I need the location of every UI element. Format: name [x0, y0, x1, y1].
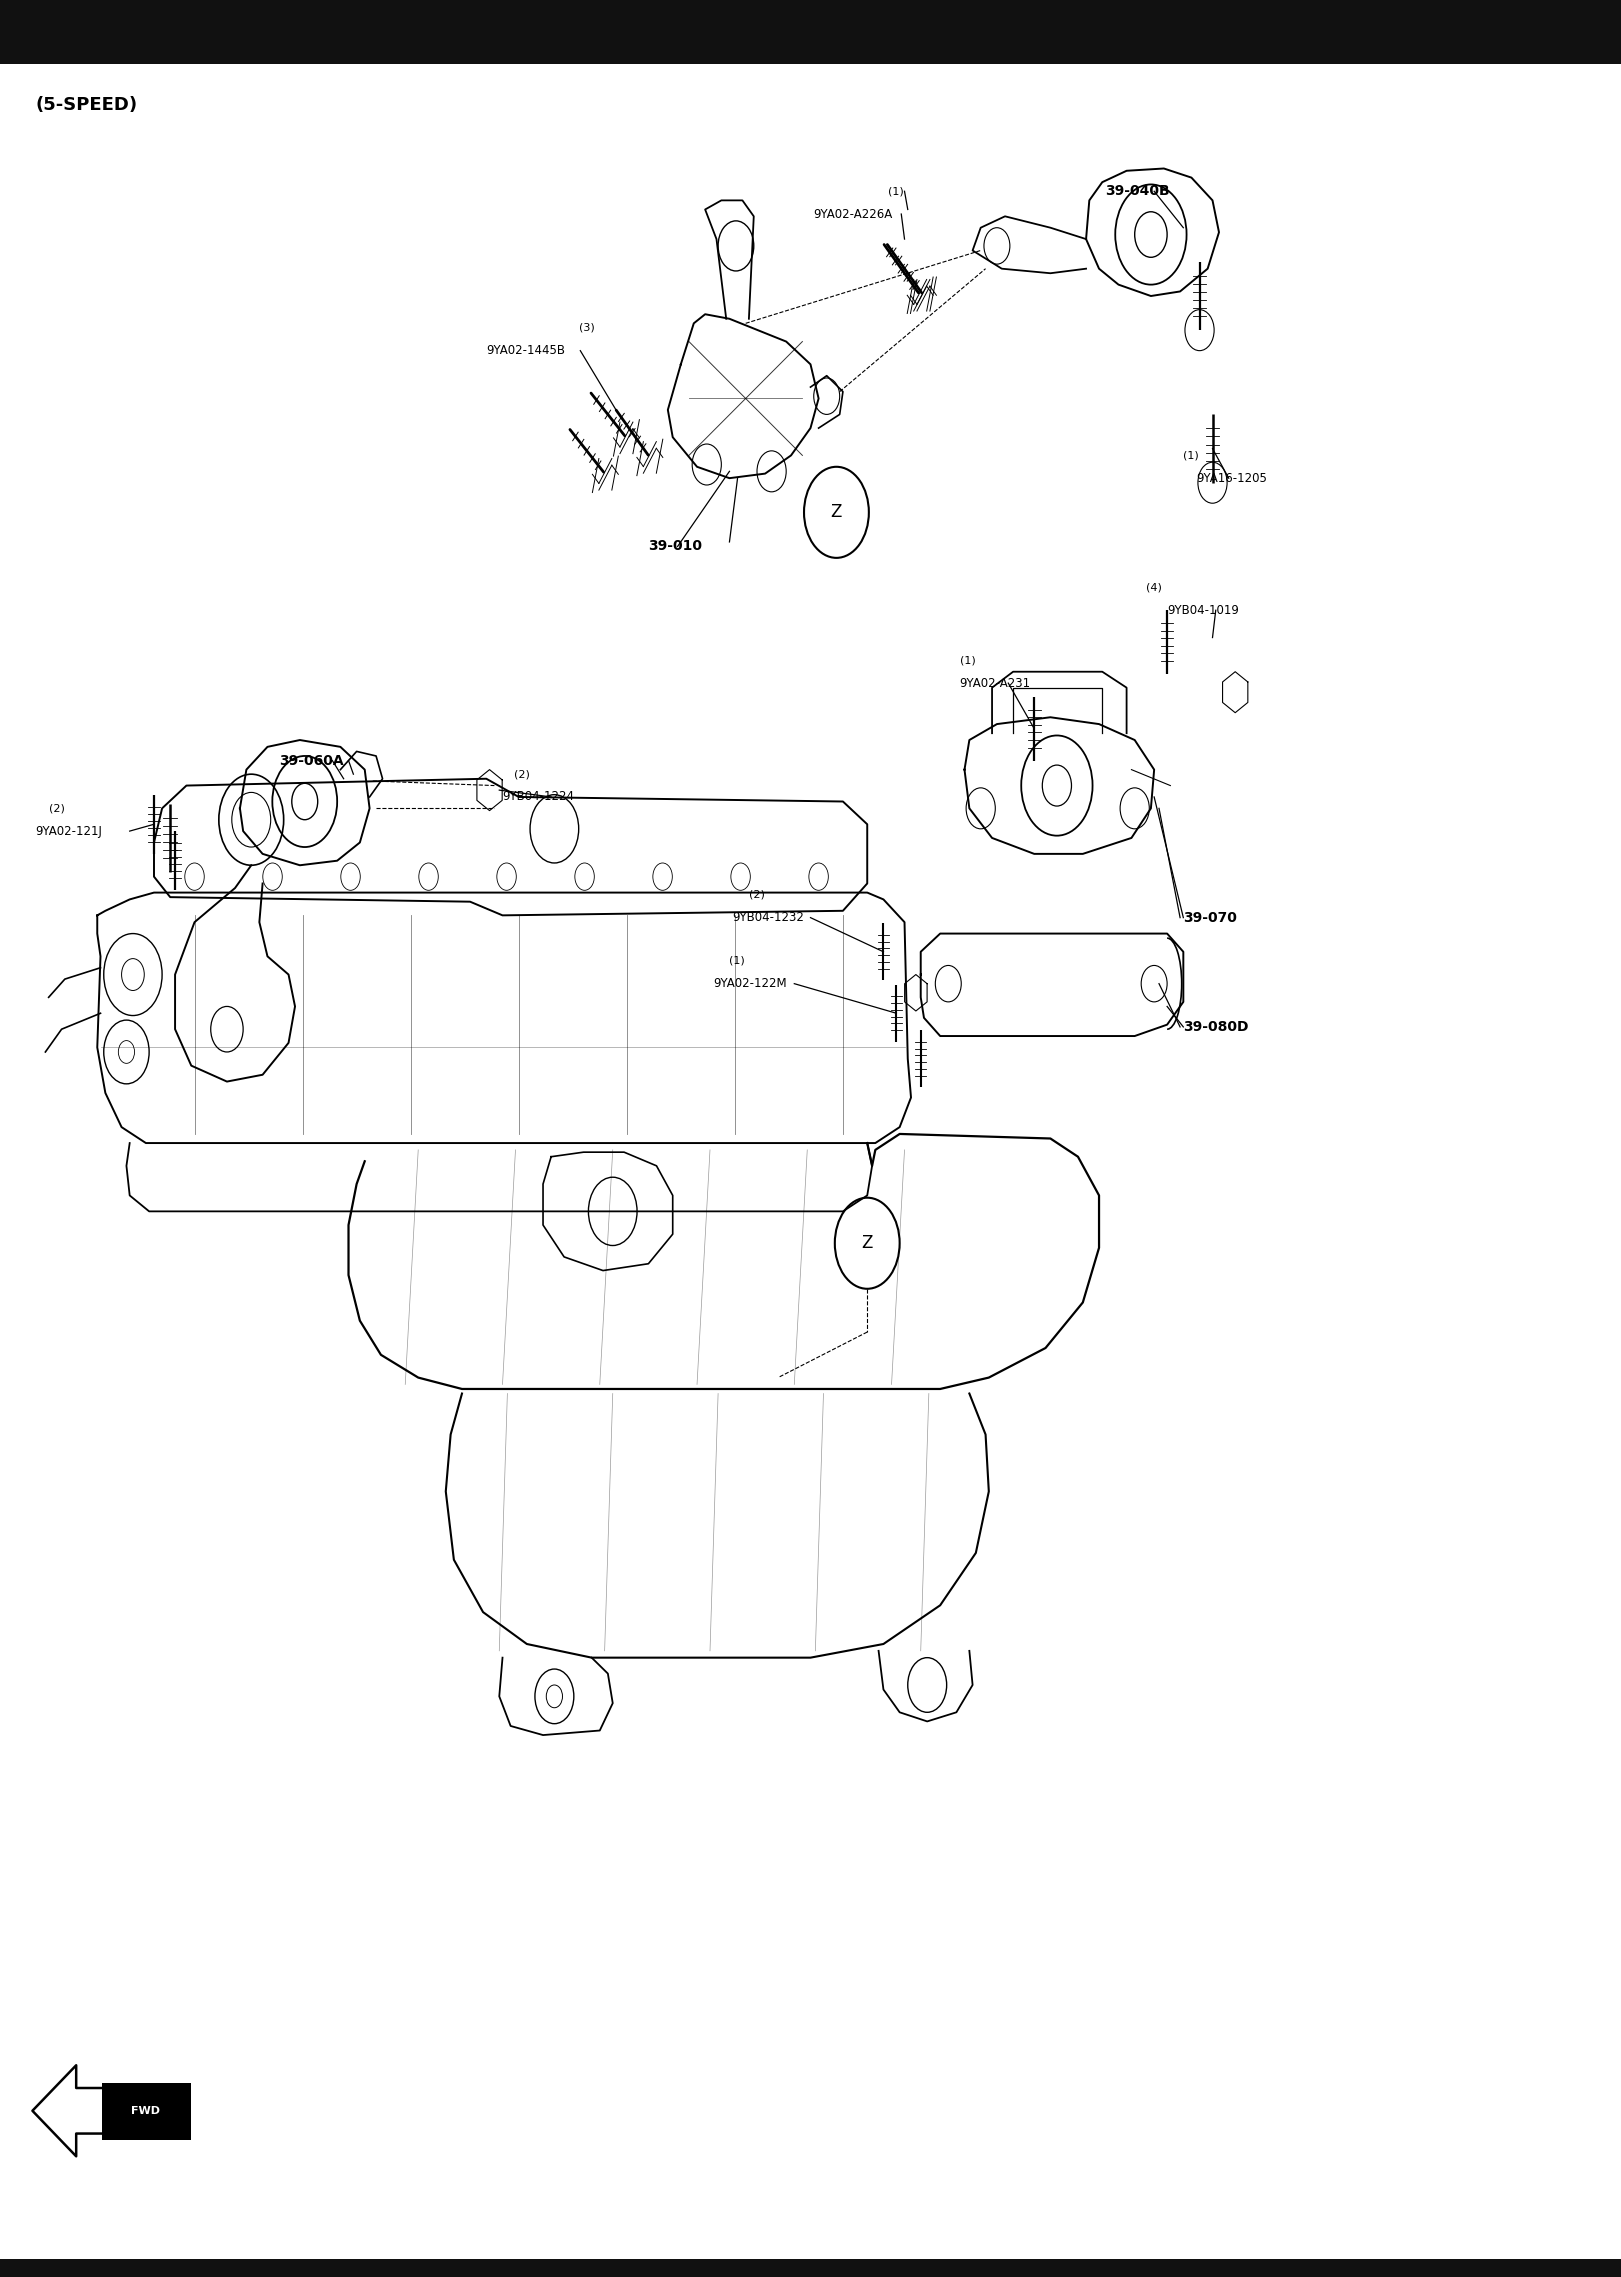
- Text: (1): (1): [960, 656, 976, 665]
- Text: 9YA16-1205: 9YA16-1205: [1196, 471, 1268, 485]
- Text: (3): (3): [579, 323, 595, 332]
- Text: 39-070: 39-070: [1183, 911, 1237, 924]
- Text: 9YB04-1019: 9YB04-1019: [1167, 603, 1238, 617]
- Text: 9YA02-1445B: 9YA02-1445B: [486, 344, 566, 357]
- Bar: [0, 2259, 1621, 2277]
- Text: (2): (2): [49, 804, 65, 813]
- Text: Z: Z: [830, 503, 843, 521]
- FancyBboxPatch shape: [102, 2083, 191, 2140]
- Text: (1): (1): [888, 187, 905, 196]
- Text: 39-080D: 39-080D: [1183, 1020, 1248, 1034]
- Text: Z: Z: [861, 1234, 874, 1252]
- Text: 9YA02-121J: 9YA02-121J: [36, 824, 102, 838]
- Bar: [0, 0, 1621, 64]
- Text: (2): (2): [749, 890, 765, 899]
- Text: (2): (2): [514, 770, 530, 779]
- Text: 39-040B: 39-040B: [1106, 184, 1170, 198]
- Text: (4): (4): [1146, 583, 1162, 592]
- Text: 9YA02-A226A: 9YA02-A226A: [814, 207, 893, 221]
- Text: 9YA02-122M: 9YA02-122M: [713, 977, 786, 990]
- Text: (1): (1): [1183, 451, 1200, 460]
- Text: 9YB04-1224: 9YB04-1224: [503, 790, 574, 804]
- Text: 39-010: 39-010: [648, 540, 702, 553]
- Text: 9YA02-A231: 9YA02-A231: [960, 676, 1031, 690]
- Text: 39-060A: 39-060A: [279, 754, 344, 767]
- Text: 9YB04-1232: 9YB04-1232: [733, 911, 804, 924]
- Text: (5-SPEED): (5-SPEED): [36, 96, 138, 114]
- Text: (1): (1): [729, 956, 746, 965]
- Text: FWD: FWD: [131, 2106, 160, 2115]
